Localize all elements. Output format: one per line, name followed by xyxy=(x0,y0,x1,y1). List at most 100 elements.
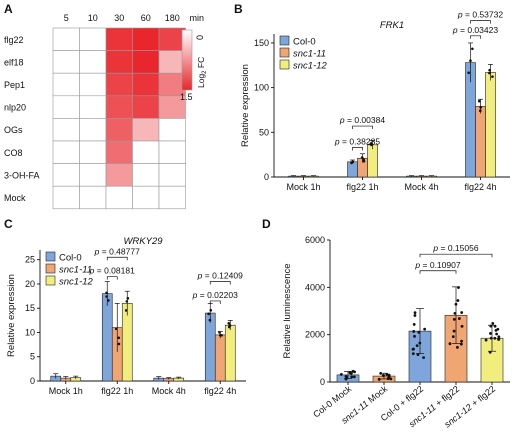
data-point xyxy=(208,318,212,322)
legend-swatch xyxy=(45,251,56,262)
data-point xyxy=(488,68,491,72)
data-point xyxy=(489,324,493,328)
legend-entry: Col-0 xyxy=(293,37,316,48)
heatmap-cell xyxy=(52,72,80,97)
heatmap-cell xyxy=(132,140,160,164)
data-point xyxy=(382,374,385,377)
y-tick-label: 2000 xyxy=(305,330,325,340)
heatmap-cell xyxy=(79,95,107,119)
p-value-label: p = 0.53732 xyxy=(457,10,503,20)
x-tick-label: flg22 1h xyxy=(101,386,133,396)
heatmap-cell xyxy=(158,163,186,187)
data-point xyxy=(493,324,497,328)
heatmap-row-label: elf18 xyxy=(4,57,24,67)
data-point xyxy=(479,106,483,109)
data-point xyxy=(417,330,421,334)
data-point xyxy=(454,302,458,306)
legend-swatch xyxy=(279,59,290,70)
bar xyxy=(204,312,216,382)
y-tick-label: 0 xyxy=(30,376,35,386)
heatmap-cell xyxy=(132,95,160,119)
legend-entry: Col-0 xyxy=(59,253,82,264)
heatmap-cell xyxy=(132,118,160,142)
y-tick-label: 4000 xyxy=(305,282,325,292)
data-point xyxy=(209,308,213,312)
legend-entry: snc1-12 xyxy=(293,61,328,72)
heatmap-cell xyxy=(105,163,133,187)
colorbar-max-label: 1.5 xyxy=(180,92,193,102)
p-value-label: p = 0.02203 xyxy=(192,290,238,300)
p-value-label: p = 0.38285 xyxy=(334,137,380,147)
data-point xyxy=(117,336,121,340)
data-point xyxy=(452,329,456,333)
data-point xyxy=(412,330,416,333)
heatmap-cell xyxy=(79,163,107,187)
significance-bracket xyxy=(419,253,493,258)
panel-letter-a: A xyxy=(4,2,13,16)
data-point xyxy=(350,375,354,379)
data-point xyxy=(339,373,343,376)
data-point xyxy=(460,339,463,343)
panel-letter-d: D xyxy=(262,217,271,231)
heatmap-cell xyxy=(52,185,80,210)
data-point xyxy=(369,142,373,145)
data-point xyxy=(105,295,108,298)
heatmap-row-label: nlp20 xyxy=(4,103,26,113)
heatmap-cell xyxy=(105,72,133,97)
y-tick-label: 25 xyxy=(25,255,35,265)
data-point xyxy=(488,71,491,75)
data-point xyxy=(412,323,416,326)
data-point xyxy=(413,311,417,314)
data-point xyxy=(460,311,464,314)
heatmap-col-label: 5 xyxy=(64,13,69,23)
data-point xyxy=(352,375,356,379)
heatmap-cell xyxy=(132,163,160,187)
bar-chart-panel-b: 0 50 100 150 FRK1 Relative expression Mock 1h f… xyxy=(240,10,510,192)
heatmap-cell xyxy=(158,27,186,51)
heatmap-cell xyxy=(158,118,186,142)
data-point xyxy=(227,322,231,325)
legend-swatch xyxy=(279,35,290,46)
bar xyxy=(214,334,226,382)
p-value-label: p = 0.03423 xyxy=(452,25,498,35)
data-point xyxy=(418,341,422,345)
data-point xyxy=(477,99,481,103)
heatmap-cell xyxy=(52,50,80,74)
heatmap-row-label: Pep1 xyxy=(4,80,25,90)
legend-swatch xyxy=(279,47,290,58)
data-point xyxy=(413,314,417,317)
heatmap-cell xyxy=(79,185,107,210)
data-point xyxy=(452,317,456,321)
y-axis-label: Relative luminescence xyxy=(282,263,293,358)
data-point xyxy=(126,297,130,300)
heatmap-cell xyxy=(105,185,133,210)
significance-bracket xyxy=(470,20,491,24)
heatmap-cell xyxy=(105,27,133,51)
data-point xyxy=(467,71,471,75)
heatmap-col-label: 180 xyxy=(165,13,180,23)
heatmap-cell xyxy=(105,140,133,164)
panel-letter-c: C xyxy=(4,217,13,231)
data-point xyxy=(105,291,108,295)
x-tick-label: flg22 1h xyxy=(346,182,378,192)
heatmap-col-label: 60 xyxy=(141,13,151,23)
x-tick-label: Mock 4h xyxy=(404,182,438,192)
data-point xyxy=(491,322,495,325)
legend-entry: snc1-11 xyxy=(59,265,92,276)
heatmap-cell xyxy=(52,140,80,164)
heatmap-cell xyxy=(79,140,107,164)
heatmap-cell xyxy=(52,163,80,187)
bar xyxy=(224,324,236,382)
heatmap-cell xyxy=(158,50,186,74)
data-point xyxy=(413,334,416,338)
data-point xyxy=(362,158,365,162)
data-point xyxy=(411,347,415,351)
data-point xyxy=(457,286,460,289)
significance-bracket xyxy=(352,125,373,130)
data-point xyxy=(114,327,118,331)
x-tick-label: Mock 4h xyxy=(152,386,186,396)
y-tick-label: 15 xyxy=(25,303,35,313)
p-value-label: p = 0.15056 xyxy=(432,243,478,253)
